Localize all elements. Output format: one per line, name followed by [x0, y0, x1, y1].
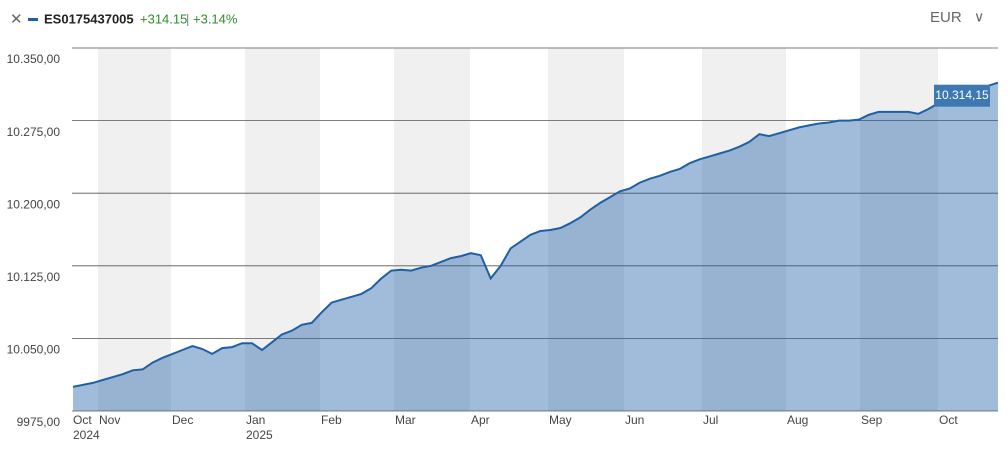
close-icon[interactable]: ✕ — [10, 11, 23, 28]
x-tick-label: Sep — [861, 413, 883, 427]
month-band — [702, 48, 786, 411]
year-label: 2025 — [246, 428, 273, 442]
y-tick-label: 10.050,00 — [7, 343, 61, 357]
year-label: 2024 — [73, 428, 100, 442]
month-band — [98, 48, 171, 411]
x-tick-label: Jan — [246, 413, 265, 427]
dropdown-arrow[interactable]: ∨ — [974, 9, 984, 25]
y-tick-label: 10.350,00 — [7, 52, 61, 66]
x-tick-label: Oct — [939, 413, 958, 427]
change-pct: +3.14% — [193, 11, 238, 26]
last-value-box — [934, 84, 990, 107]
line — [72, 81, 999, 388]
x-tick-label: Aug — [787, 413, 808, 427]
x-tick-label: Jun — [625, 413, 644, 427]
last-value-label: 10.314,15 — [935, 88, 989, 102]
legend-swatch — [28, 18, 38, 21]
x-tick-label: Mar — [395, 413, 416, 427]
x-tick-label: Dec — [172, 413, 193, 427]
month-band — [394, 48, 470, 411]
x-tick-label: Apr — [471, 413, 490, 427]
y-tick-label: 10.275,00 — [7, 125, 61, 139]
month-band — [860, 48, 938, 411]
separator: | — [186, 11, 189, 26]
change: +314.15 — [140, 11, 187, 26]
currency-select[interactable]: EUR — [930, 9, 962, 26]
y-tick-label: 10.200,00 — [7, 197, 61, 211]
x-tick-label: Oct — [73, 413, 92, 427]
y-tick-label: 10.125,00 — [7, 270, 61, 284]
x-tick-label: May — [549, 413, 572, 427]
month-band — [548, 48, 624, 411]
x-tick-label: Feb — [321, 413, 342, 427]
area — [73, 82, 998, 411]
x-tick-label: Jul — [703, 413, 718, 427]
series-name: ES0175437005 — [44, 11, 134, 26]
x-tick-label: Nov — [99, 413, 120, 427]
month-band — [245, 48, 320, 411]
y-tick-label: 9975,00 — [17, 415, 61, 429]
